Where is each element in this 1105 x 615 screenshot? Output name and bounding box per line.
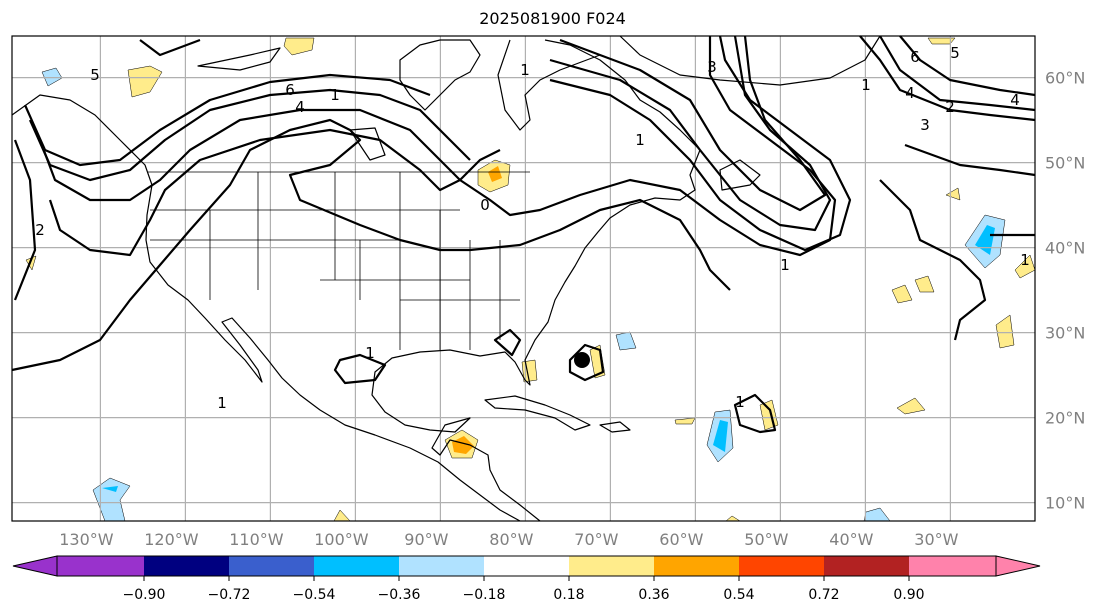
colorbar-tick-label: −0.36	[378, 587, 421, 603]
colorbar-tick-label: −0.72	[208, 587, 251, 603]
colorbar-segment	[144, 556, 229, 576]
shade-negative	[41, 67, 63, 87]
lat-tick-label: 60°N	[1045, 69, 1085, 88]
contour-label: 2	[945, 98, 955, 116]
colorbar-tick-label: −0.18	[463, 587, 506, 603]
shading	[25, 37, 1036, 522]
shade-positive	[759, 399, 779, 431]
lon-tick-label: 100°W	[314, 530, 369, 549]
contour-label: 1	[1020, 251, 1030, 269]
colorbar-segment	[739, 556, 824, 576]
state-borders	[148, 171, 530, 350]
colorbar-segment	[484, 556, 569, 576]
contour-label: 1	[635, 131, 645, 149]
colorbar-outline	[56, 555, 997, 577]
colorbar-extend-max	[995, 555, 1041, 577]
axis-tick-labels: 130°W 120°W 110°W 100°W 90°W 80°W 70°W 60°W 50°W…	[59, 69, 1085, 549]
contours	[11, 35, 1036, 434]
lon-tick-label: 70°W	[574, 530, 618, 549]
shade-positive	[452, 436, 474, 454]
colorbar: −0.90 −0.72 −0.54 −0.36 −0.18 0.18 0.36 0.54 0.7…	[12, 555, 1041, 603]
lat-tick-label: 30°N	[1045, 324, 1085, 343]
lat-tick-label: 10°N	[1045, 494, 1085, 513]
lat-tick-label: 50°N	[1045, 154, 1085, 173]
contour-label: 4	[905, 84, 915, 102]
colorbar-tick-label: 0.54	[723, 587, 754, 603]
contour-label: 6	[910, 48, 920, 66]
colorbar-tick-label: 0.18	[553, 587, 584, 603]
map-frame	[11, 35, 1036, 522]
contour-label: 3	[920, 116, 930, 134]
contour-label: 1	[365, 344, 375, 362]
lon-tick-label: 130°W	[59, 530, 114, 549]
colorbar-tick-label: −0.90	[123, 587, 166, 603]
shade-negative	[102, 486, 118, 492]
colorbar-tick-label: 0.90	[893, 587, 924, 603]
contour-label: 6	[285, 81, 295, 99]
contour-label: 5	[950, 44, 960, 62]
colorbar-segment	[314, 556, 399, 576]
colorbar-tick-label: −0.54	[293, 587, 336, 603]
contour-label: 3	[707, 58, 717, 76]
shade-negative	[713, 420, 728, 452]
colorbar-tick-label: 0.36	[638, 587, 669, 603]
low-center-marker	[574, 352, 590, 368]
colorbar-segment	[824, 556, 909, 576]
lat-tick-label: 40°N	[1045, 239, 1085, 258]
shade-negative	[615, 331, 637, 351]
shade-positive	[914, 275, 935, 293]
lon-tick-label: 40°W	[829, 530, 873, 549]
lon-tick-label: 90°W	[404, 530, 448, 549]
contour-label: 1	[780, 256, 790, 274]
contour-label: 1	[330, 86, 340, 104]
lon-tick-label: 120°W	[144, 530, 199, 549]
contour-label: 1	[217, 394, 227, 412]
shade-positive	[891, 284, 913, 304]
shade-positive	[896, 397, 926, 415]
chart-title: 2025081900 F024	[479, 9, 626, 28]
colorbar-segment	[399, 556, 484, 576]
contour-label: 4	[1010, 91, 1020, 109]
shade-positive	[283, 37, 315, 56]
contour-label: 5	[90, 66, 100, 84]
lon-tick-label: 80°W	[489, 530, 533, 549]
coastlines	[11, 35, 881, 522]
lon-tick-label: 30°W	[914, 530, 958, 549]
shade-positive	[488, 166, 502, 182]
shade-positive	[725, 515, 741, 522]
contour-label: 1	[861, 76, 871, 94]
shade-positive	[333, 509, 351, 522]
lon-tick-label: 110°W	[229, 530, 284, 549]
colorbar-extend-min	[12, 555, 58, 577]
shade-negative	[92, 477, 131, 522]
contour-label: 0	[480, 196, 490, 214]
lat-tick-label: 20°N	[1045, 409, 1085, 428]
shade-positive	[674, 417, 696, 425]
shade-positive	[127, 65, 163, 98]
colorbar-segment	[57, 556, 144, 576]
contour-label: 4	[295, 98, 305, 116]
colorbar-segment	[569, 556, 654, 576]
colorbar-segment	[909, 556, 996, 576]
contour-label: 2	[35, 221, 45, 239]
contour-label: 1	[520, 61, 530, 79]
gridlines	[12, 36, 1035, 521]
shade-positive	[995, 314, 1015, 349]
lon-tick-label: 50°W	[744, 530, 788, 549]
colorbar-tick-label: 0.72	[808, 587, 839, 603]
contour-label: 1	[735, 393, 745, 411]
shade-positive	[945, 187, 961, 201]
lon-tick-label: 60°W	[659, 530, 703, 549]
colorbar-segment	[229, 556, 314, 576]
shade-negative	[863, 507, 891, 522]
colorbar-segment	[654, 556, 739, 576]
